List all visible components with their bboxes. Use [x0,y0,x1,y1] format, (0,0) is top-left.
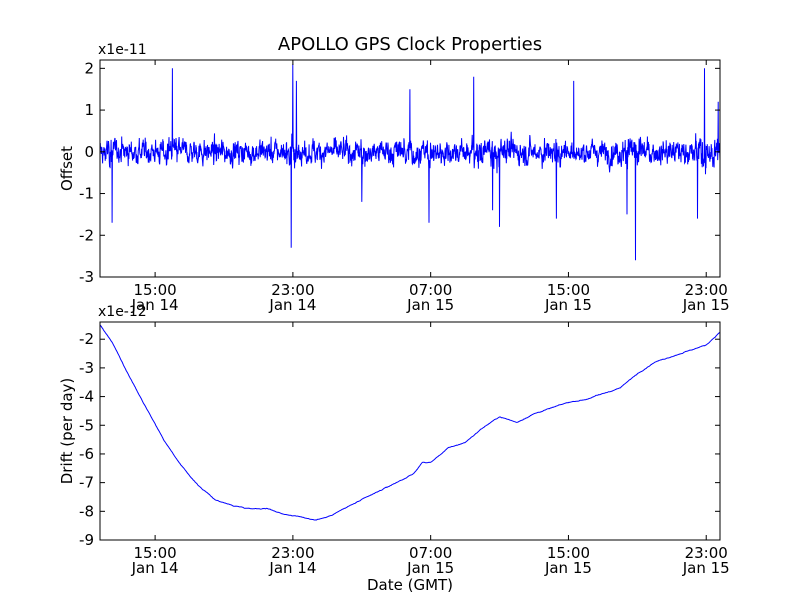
drift-line [99,324,721,521]
x-tick-label-date: Jan 15 [544,559,592,577]
x-tick-label-time: 15:00 [547,544,590,562]
x-tick-label-time: 23:00 [685,281,728,299]
offset-axes-frame [99,59,721,278]
x-axis-label: Date (GMT) [367,576,453,594]
offset-line [99,64,721,261]
x-tick-label-date: Jan 14 [131,296,179,314]
y-tick-label: -7 [79,474,94,492]
x-tick-label-date: Jan 15 [406,559,454,577]
drift-series [99,324,721,521]
y-tick-label: -1 [79,185,94,203]
x-tick-label-date: Jan 14 [131,559,179,577]
x-tick-label-time: 07:00 [409,544,452,562]
x-tick-label-date: Jan 14 [268,559,316,577]
x-tick-label-date: Jan 15 [682,296,730,314]
x-tick-label-time: 23:00 [685,544,728,562]
y-tick-label: -2 [79,330,94,348]
offset-multiplier-label: x1e-11 [98,42,147,58]
y-tick-label: -3 [79,359,94,377]
offset-series [99,64,721,261]
x-tick-label-time: 15:00 [133,281,176,299]
x-tick-label-time: 15:00 [133,544,176,562]
drift-y-axis-label: Drift (per day) [58,378,76,485]
y-tick-label: -9 [79,531,94,549]
offset-y-axis-label: Offset [58,146,76,191]
x-tick-label-date: Jan 14 [268,296,316,314]
x-tick-label-time: 23:00 [271,544,314,562]
y-tick-label: -4 [79,388,94,406]
x-tick-label-date: Jan 15 [406,296,454,314]
x-tick-label-date: Jan 15 [544,296,592,314]
x-tick-label-time: 15:00 [547,281,590,299]
y-tick-label: 1 [84,101,94,119]
y-tick-label: 0 [84,143,94,161]
y-tick-label: -3 [79,268,94,286]
x-tick-label-time: 07:00 [409,281,452,299]
chart-title: APOLLO GPS Clock Properties [278,34,542,55]
x-tick-label-time: 23:00 [271,281,314,299]
drift-axes-frame [99,321,721,541]
y-tick-label: -5 [79,416,94,434]
y-tick-label: -6 [79,445,94,463]
y-tick-label: -2 [79,226,94,244]
drift-multiplier-label: x1e-12 [98,304,147,320]
y-tick-label: -8 [79,502,94,520]
y-tick-label: 2 [84,59,94,77]
x-tick-label-date: Jan 15 [682,559,730,577]
